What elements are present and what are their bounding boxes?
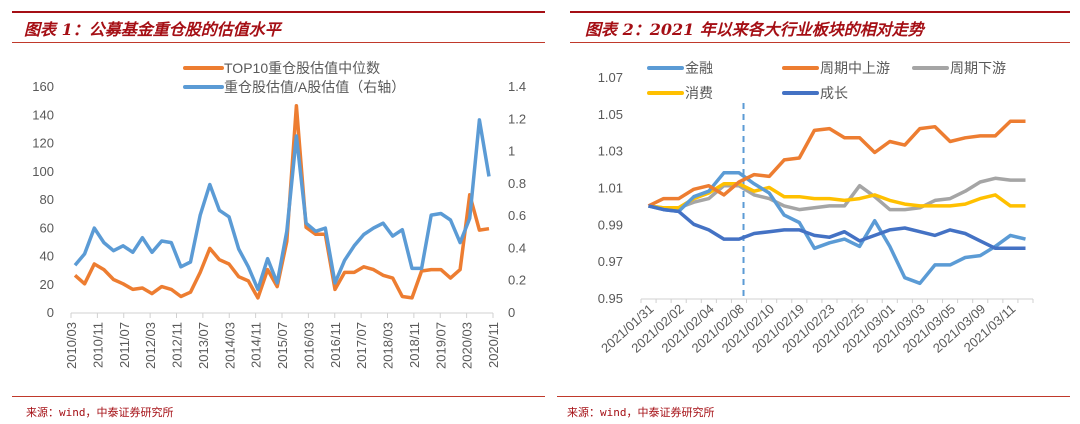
- legend-label: 金融: [685, 60, 713, 76]
- source-rule: [12, 396, 545, 397]
- x-tick-label: 2012/11: [170, 322, 185, 368]
- series-line-relative-valuation: [73, 118, 491, 292]
- chart-2-title: 图表 2：2021 年以来各大行业板块的相对走势: [585, 20, 924, 39]
- y-left-tick-label: 80: [40, 192, 54, 207]
- series-line-top10-median: [73, 104, 490, 300]
- legend-label: 重仓股估值/A股估值（右轴）: [224, 79, 405, 95]
- x-tick-label: 2014/03: [222, 322, 237, 369]
- y-tick-label: 0.97: [598, 254, 623, 269]
- x-tick-label: 2016/03: [301, 322, 316, 369]
- x-tick-label: 2016/11: [328, 322, 343, 368]
- x-tick-label: 2015/07: [275, 322, 290, 369]
- legend-label: TOP10重仓股估值中位数: [224, 60, 380, 76]
- x-tick-label: 2020/11: [486, 322, 501, 368]
- y-right-tick-label: 1.4: [508, 79, 526, 94]
- y-left-tick-label: 0: [47, 305, 54, 320]
- x-tick-label: 2017/07: [354, 322, 369, 369]
- chart-1-title: 图表 1：公募基金重仓股的估值水平: [24, 20, 281, 39]
- y-left-tick-label: 120: [32, 136, 54, 151]
- y-tick-label: 0.99: [598, 217, 623, 232]
- title-rule-top: [12, 11, 545, 13]
- x-tick-label: 2010/03: [64, 322, 79, 369]
- y-right-tick-label: 0.6: [508, 208, 526, 223]
- chart-2-source: 来源：wind，中泰证券研究所: [567, 406, 715, 419]
- y-tick-label: 1.01: [598, 181, 623, 196]
- y-right-tick-label: 0: [508, 305, 515, 320]
- x-tick-label: 2018/11: [407, 322, 422, 368]
- series-line-cyclical-downstream: [648, 176, 1026, 212]
- x-tick-label: 2011/07: [117, 322, 132, 368]
- series-line-consumer: [648, 182, 1026, 210]
- x-tick-label: 2014/11: [249, 322, 264, 368]
- chart-1: 0 20 40 60 80 100 120 140 160 0 0.2 0.4 0.6 0.8 1 1.2 1.…: [32, 60, 526, 369]
- y-right-tick-label: 1.2: [508, 111, 526, 126]
- panel-chart-2: 图表 2：2021 年以来各大行业板块的相对走势 0.95 0.97 0.99 1.0…: [545, 0, 1080, 424]
- chart-2: 0.950.970.991.011.031.051.072021/01/3120…: [598, 60, 1034, 356]
- x-tick-label: 2019/07: [433, 322, 448, 369]
- legend-label: 周期中上游: [820, 60, 890, 76]
- y-left-tick-label: 100: [32, 164, 54, 179]
- y-right-tick-label: 0.2: [508, 273, 526, 288]
- y-left-tick-label: 140: [32, 107, 54, 122]
- y-left-tick-label: 60: [40, 220, 54, 235]
- x-tick-label: 2020/03: [460, 322, 475, 369]
- x-tick-label: 2012/03: [143, 322, 158, 369]
- x-tick-label: 2018/03: [381, 322, 396, 369]
- chart-1-source: 来源：wind，中泰证券研究所: [26, 406, 174, 419]
- x-tick-label: 2013/07: [196, 322, 211, 369]
- y-left-tick-label: 40: [40, 249, 54, 264]
- legend-label: 成长: [820, 85, 848, 101]
- title-rule-bottom: [12, 42, 545, 43]
- legend-label: 周期下游: [950, 60, 1006, 76]
- y-right-tick-label: 0.8: [508, 176, 526, 191]
- panel-chart-1: 图表 1：公募基金重仓股的估值水平 0 20 40 60 80 100 120 140 160 0…: [12, 11, 545, 419]
- legend-label: 消费: [685, 85, 713, 101]
- y-tick-label: 0.95: [598, 291, 623, 306]
- series-line-growth: [648, 204, 1026, 251]
- y-tick-label: 1.05: [598, 107, 623, 122]
- x-tick-label: 2010/11: [90, 322, 105, 368]
- y-right-tick-label: 0.4: [508, 240, 526, 255]
- y-tick-label: 1.07: [598, 70, 623, 85]
- source-rule: [557, 396, 1070, 397]
- y-left-tick-label: 160: [32, 79, 54, 94]
- title-rule-bottom: [570, 42, 1070, 43]
- series-line-cyclical-upstream: [647, 119, 1026, 208]
- y-tick-label: 1.03: [598, 144, 623, 159]
- title-rule-top: [570, 11, 1070, 13]
- y-left-tick-label: 20: [40, 277, 54, 292]
- y-right-tick-label: 1: [508, 144, 515, 159]
